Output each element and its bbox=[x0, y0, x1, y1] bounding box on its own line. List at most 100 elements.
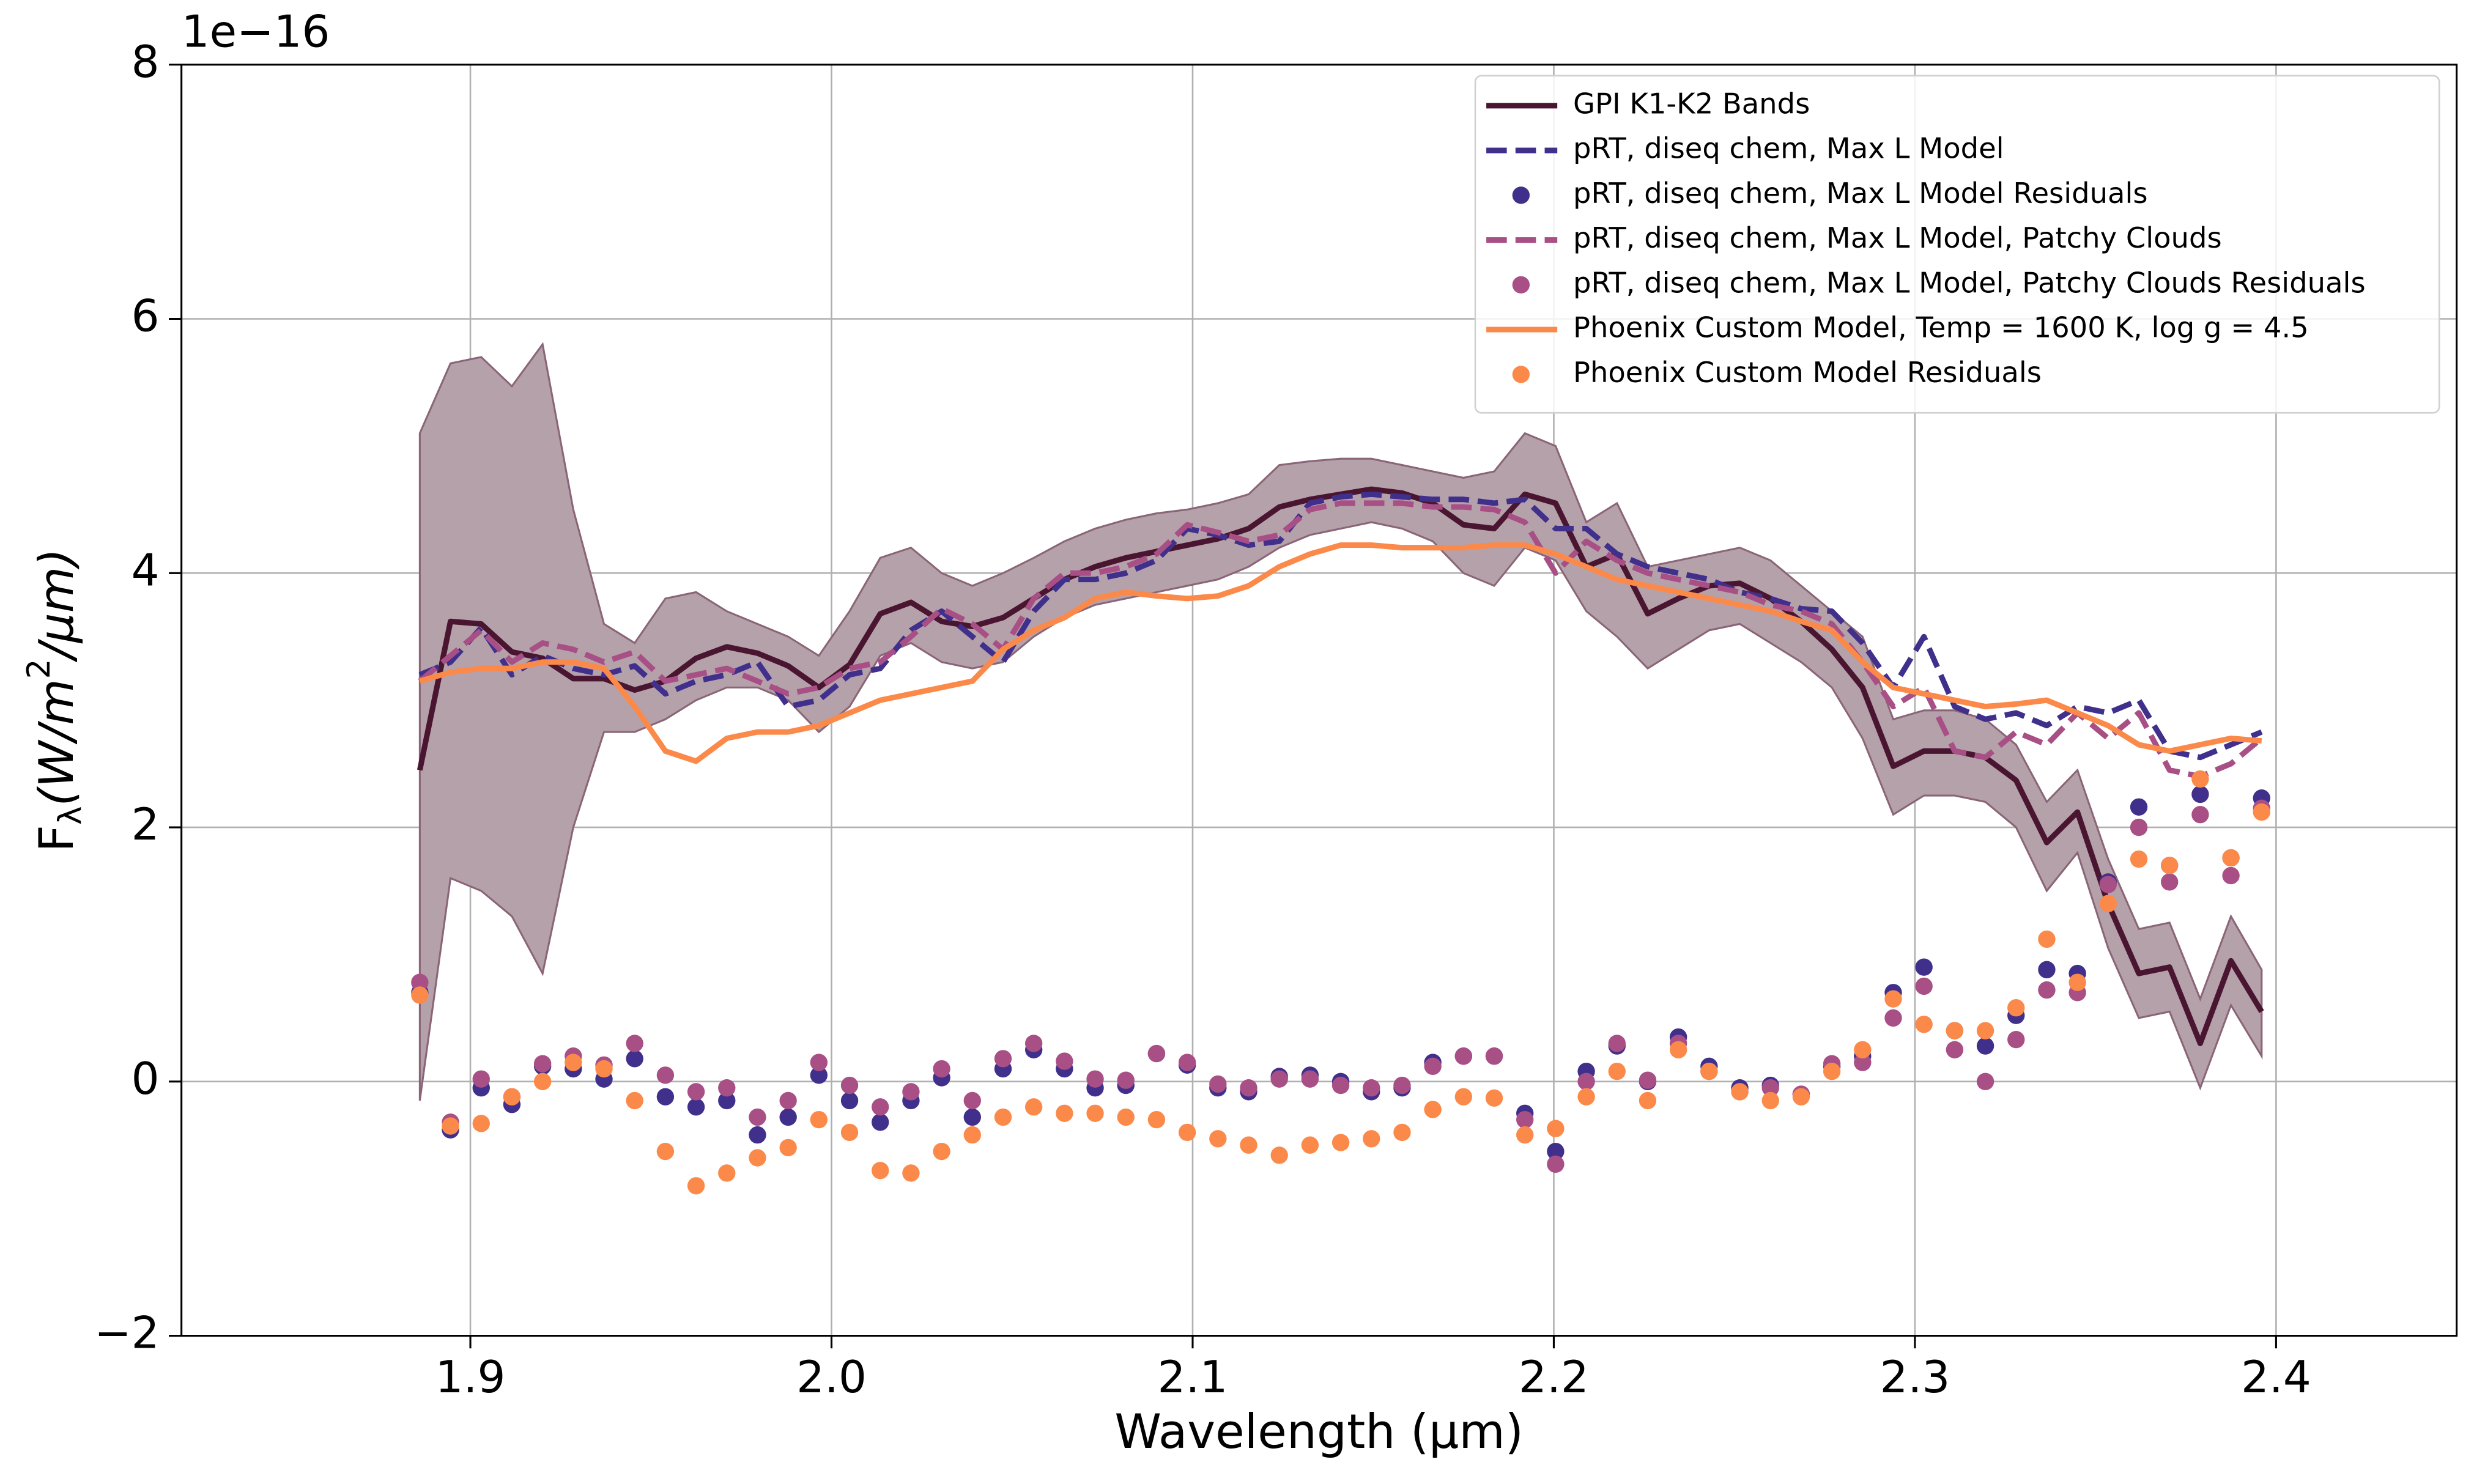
point bbox=[810, 1110, 828, 1129]
y-label-part: (W/m bbox=[29, 679, 84, 806]
point bbox=[626, 1050, 643, 1068]
x-tick-label: 2.4 bbox=[2241, 1352, 2311, 1403]
point bbox=[1485, 1047, 1503, 1065]
point bbox=[1424, 1101, 1442, 1118]
point bbox=[1240, 1079, 1257, 1097]
point bbox=[687, 1098, 705, 1116]
point bbox=[779, 1091, 797, 1110]
point bbox=[2130, 798, 2148, 816]
y-axis-label: Fλ(W/m2/μm) bbox=[21, 548, 89, 852]
point bbox=[963, 1126, 981, 1144]
point bbox=[994, 1108, 1012, 1126]
point bbox=[1884, 990, 1902, 1008]
legend-label: pRT, diseq chem, Max L Model, Patchy Clo… bbox=[1573, 221, 2222, 254]
point bbox=[1946, 1022, 1964, 1039]
point bbox=[1547, 1155, 1565, 1173]
point bbox=[1976, 1022, 1994, 1039]
point bbox=[2222, 866, 2240, 885]
point bbox=[1792, 1088, 1810, 1106]
point bbox=[2161, 857, 2179, 874]
point bbox=[1056, 1052, 1073, 1070]
point bbox=[1270, 1146, 1288, 1164]
point bbox=[872, 1162, 889, 1179]
point bbox=[1363, 1130, 1380, 1148]
point bbox=[2130, 850, 2148, 868]
point bbox=[533, 1055, 552, 1072]
point bbox=[1209, 1130, 1227, 1148]
x-tick-label: 2.2 bbox=[1519, 1352, 1589, 1403]
point bbox=[1608, 1062, 1626, 1080]
point bbox=[1393, 1123, 1411, 1142]
point bbox=[687, 1177, 705, 1195]
point bbox=[1301, 1136, 1319, 1154]
point bbox=[656, 1088, 675, 1106]
point bbox=[933, 1142, 950, 1161]
point bbox=[1363, 1079, 1380, 1097]
point bbox=[1854, 1041, 1872, 1059]
point bbox=[1331, 1134, 1350, 1151]
error-band bbox=[418, 342, 2263, 1101]
legend-marker bbox=[1512, 186, 1530, 204]
point bbox=[411, 986, 429, 1004]
point bbox=[1976, 1072, 1994, 1090]
point bbox=[963, 1108, 981, 1126]
point bbox=[840, 1123, 859, 1142]
point bbox=[1516, 1126, 1534, 1144]
y-tick-label: −2 bbox=[94, 1308, 159, 1359]
plot-frame bbox=[180, 64, 2458, 1337]
legend-box bbox=[1474, 75, 2440, 414]
point bbox=[656, 1066, 675, 1084]
point bbox=[1608, 1035, 1626, 1052]
point bbox=[1761, 1079, 1779, 1097]
point bbox=[1823, 1062, 1841, 1080]
point bbox=[1547, 1142, 1565, 1161]
point bbox=[687, 1083, 705, 1101]
point bbox=[2038, 981, 2056, 999]
point bbox=[1056, 1104, 1073, 1122]
point bbox=[411, 973, 429, 991]
point bbox=[1946, 1041, 1964, 1059]
point bbox=[503, 1088, 521, 1106]
point bbox=[1884, 1009, 1902, 1027]
point bbox=[565, 1054, 582, 1071]
point bbox=[2038, 930, 2056, 948]
point bbox=[595, 1060, 613, 1078]
point bbox=[1178, 1054, 1196, 1071]
point bbox=[1393, 1076, 1411, 1095]
point bbox=[994, 1050, 1012, 1068]
point bbox=[626, 1035, 643, 1052]
y-tick-label: 2 bbox=[131, 799, 160, 851]
point bbox=[472, 1115, 490, 1132]
point bbox=[2191, 785, 2209, 803]
point bbox=[472, 1070, 490, 1088]
point bbox=[1270, 1070, 1288, 1088]
legend-label: Phoenix Custom Model, Temp = 1600 K, log… bbox=[1573, 311, 2309, 344]
point bbox=[1178, 1123, 1196, 1142]
line bbox=[419, 542, 2262, 764]
point bbox=[779, 1108, 797, 1126]
point bbox=[1577, 1088, 1595, 1106]
point bbox=[1240, 1136, 1257, 1154]
legend-label: pRT, diseq chem, Max L Model, Patchy Clo… bbox=[1573, 266, 2366, 299]
y-label-part: /μm) bbox=[29, 548, 84, 663]
x-tick-label: 1.9 bbox=[435, 1352, 506, 1403]
point bbox=[810, 1066, 828, 1084]
y-label-part: λ bbox=[53, 807, 89, 825]
point bbox=[2253, 803, 2270, 821]
y-label-part: 2 bbox=[21, 659, 57, 679]
point bbox=[1086, 1070, 1104, 1088]
point bbox=[1117, 1071, 1135, 1089]
point bbox=[1117, 1108, 1135, 1126]
line bbox=[418, 500, 2264, 780]
point bbox=[1700, 1062, 1718, 1080]
point bbox=[1516, 1110, 1534, 1129]
point bbox=[963, 1091, 981, 1110]
point bbox=[2007, 1031, 2025, 1049]
point bbox=[1024, 1098, 1043, 1116]
point bbox=[1976, 1037, 1994, 1055]
y-tick-label: 6 bbox=[131, 291, 160, 342]
point bbox=[2191, 806, 2209, 824]
point bbox=[442, 1117, 459, 1135]
point bbox=[2007, 999, 2025, 1017]
legend-label: pRT, diseq chem, Max L Model bbox=[1573, 132, 2004, 165]
